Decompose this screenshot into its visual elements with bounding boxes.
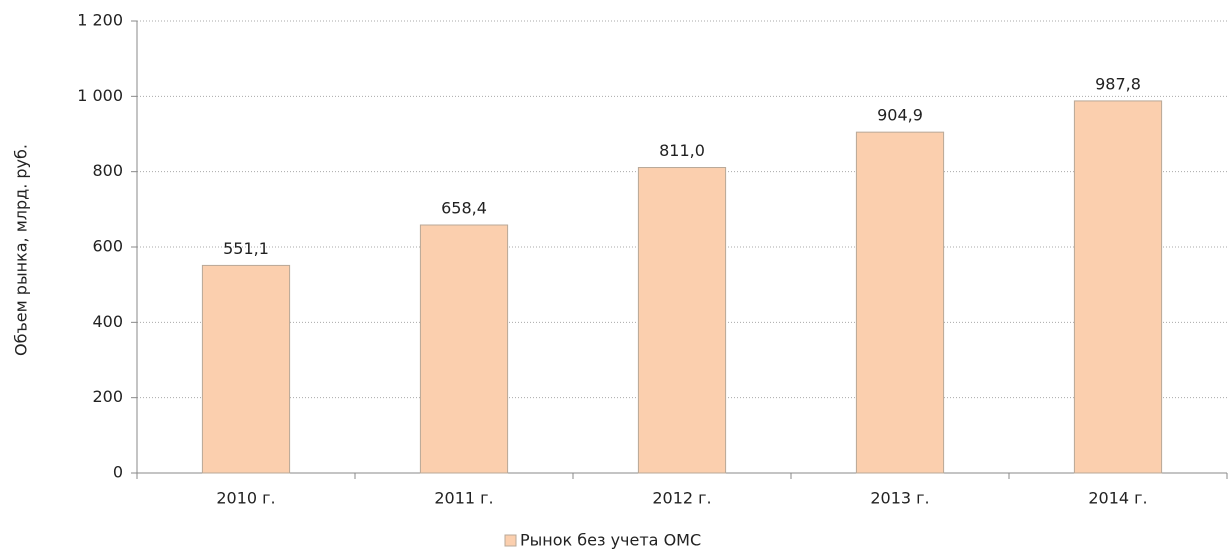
y-tick-label: 400 [92,312,123,331]
data-label: 904,9 [877,106,923,125]
legend-label: Рынок без учета ОМС [520,531,701,550]
x-tick-label: 2011 г. [434,489,493,508]
data-label: 658,4 [441,199,487,218]
x-tick-label: 2013 г. [870,489,929,508]
x-tick-label: 2014 г. [1088,489,1147,508]
data-label: 987,8 [1095,74,1141,93]
bar [637,167,727,474]
x-tick-label: 2010 г. [216,489,275,508]
bar [855,131,945,474]
y-tick-label: 0 [113,463,123,482]
y-tick-label: 800 [92,161,123,180]
data-label: 551,1 [223,239,269,258]
bar [419,224,509,474]
bar [201,264,291,474]
legend-swatch [504,534,517,547]
bar [1073,100,1163,474]
y-tick-label: 200 [92,387,123,406]
x-tick-label: 2012 г. [652,489,711,508]
y-tick-label: 1 200 [77,11,123,30]
data-label: 811,0 [659,141,705,160]
y-tick-label: 1 000 [77,86,123,105]
y-tick-label: 600 [92,237,123,256]
y-axis-label: Объем рынка, млрд. руб. [12,144,31,356]
